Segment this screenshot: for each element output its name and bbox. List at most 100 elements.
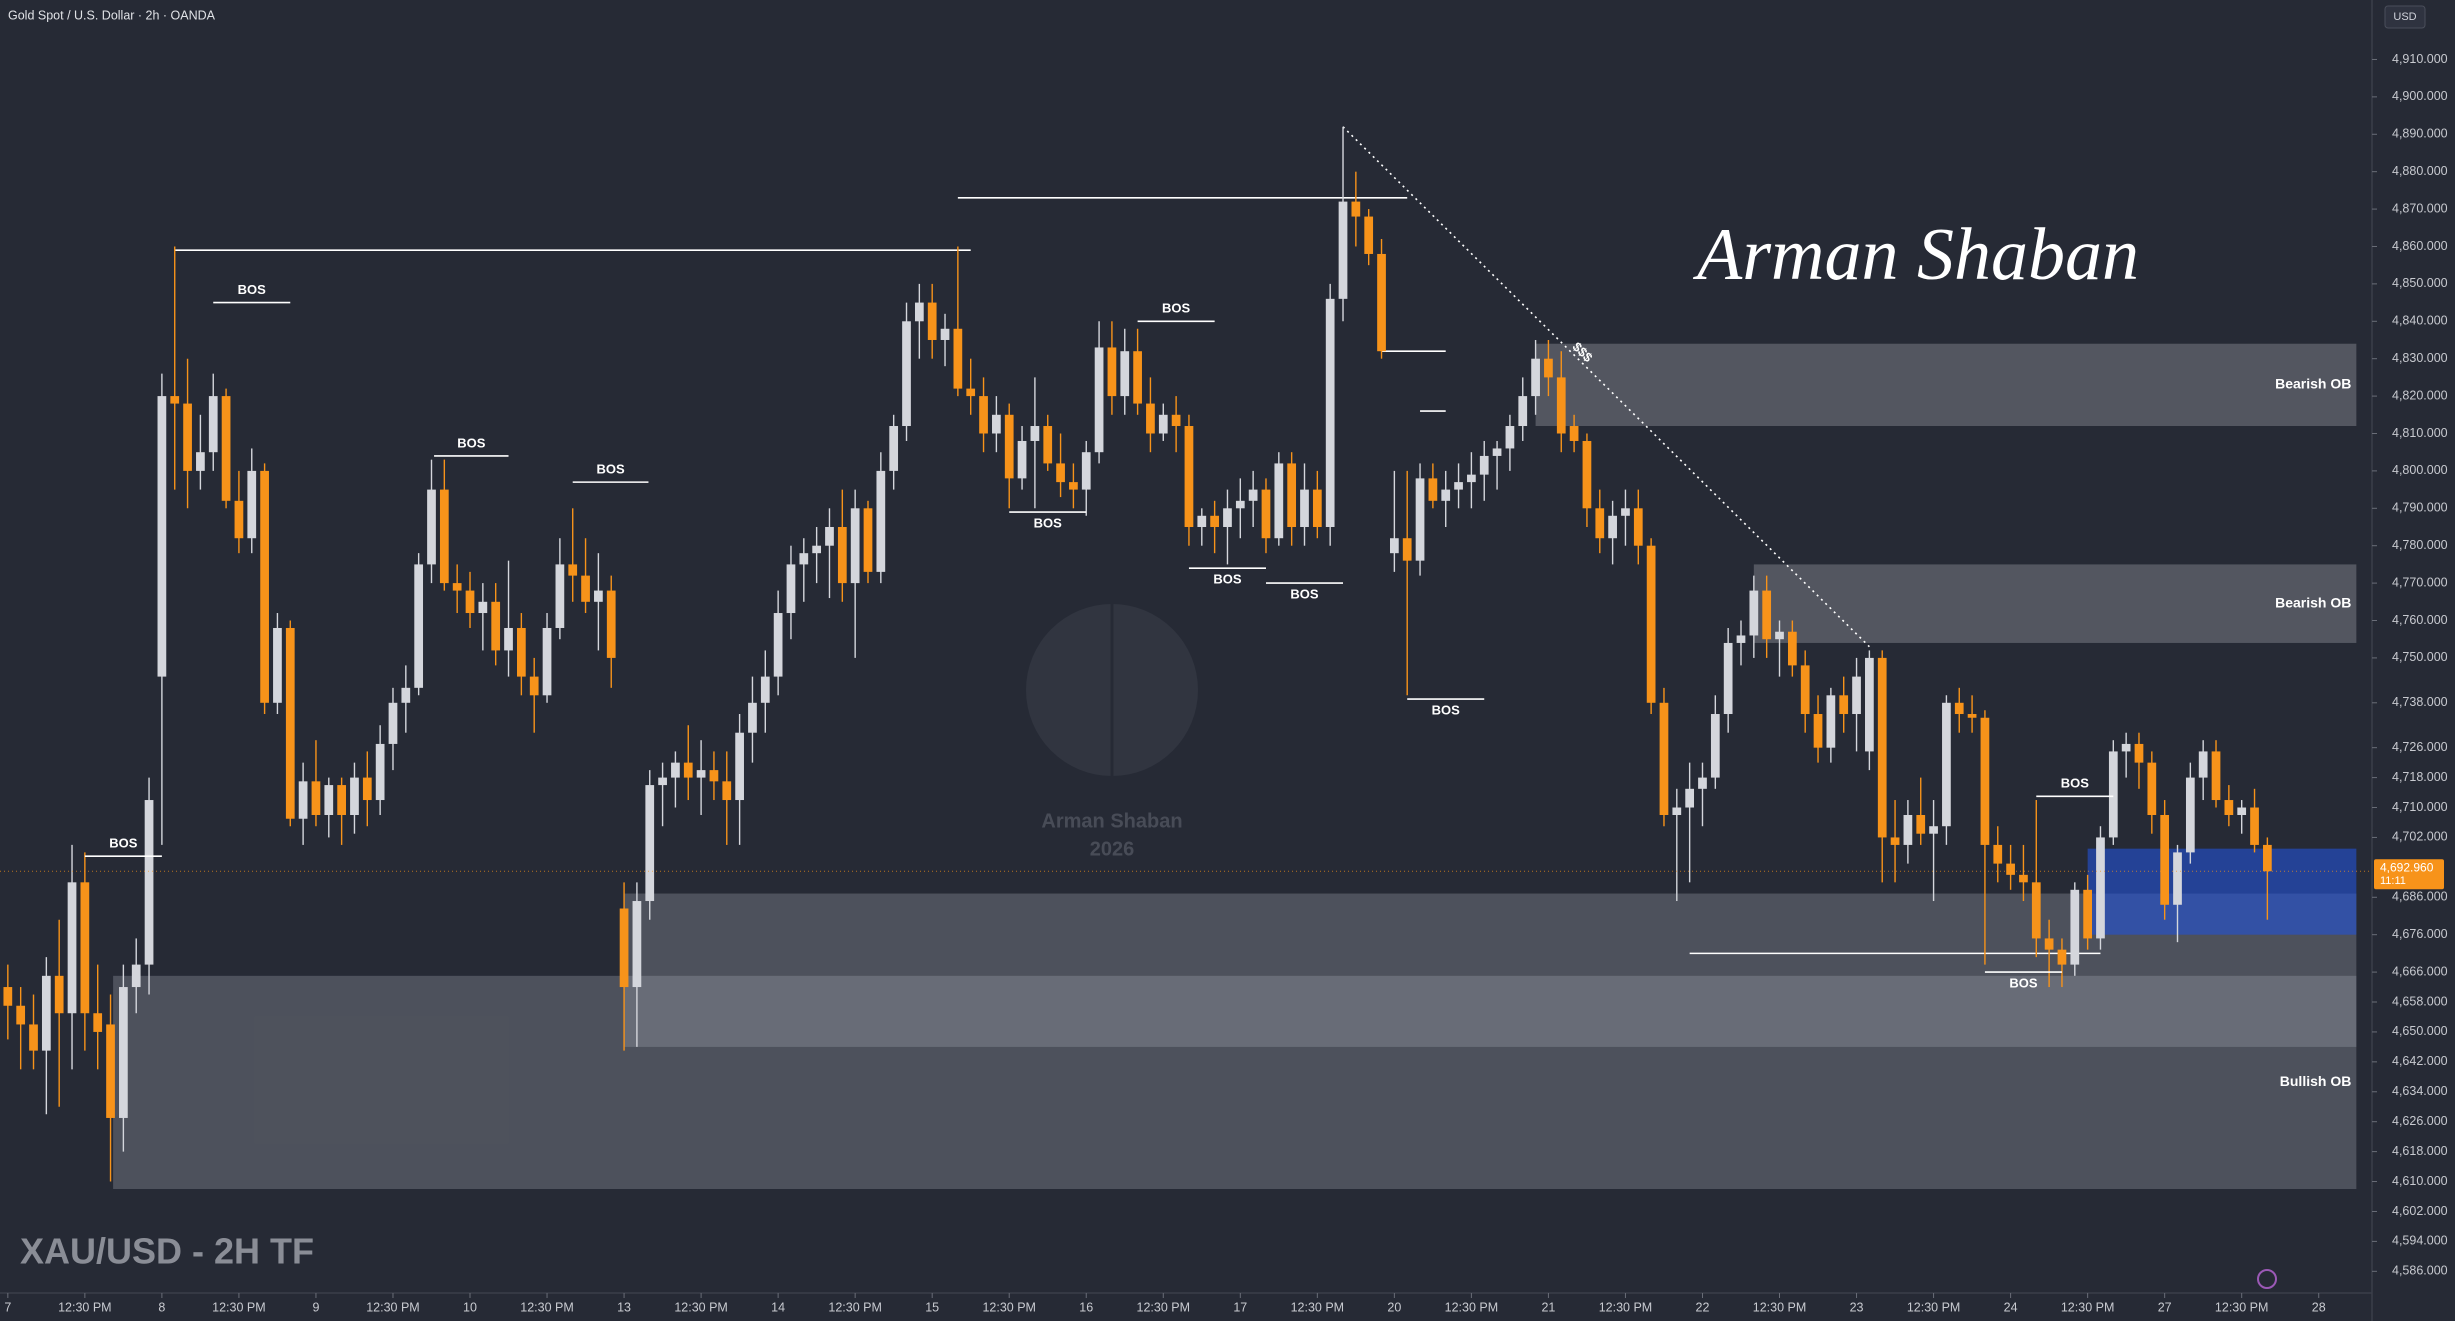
candle-body <box>555 564 565 628</box>
candle-body <box>645 785 655 902</box>
candle-body <box>196 452 205 471</box>
candle-body <box>298 781 308 819</box>
candle-body <box>2031 882 2041 939</box>
candle-body <box>1210 515 1219 527</box>
x-tick-label: 12:30 PM <box>982 1300 1036 1314</box>
currency: USD <box>2393 11 2416 23</box>
candle-body <box>735 732 744 801</box>
candle-body <box>375 743 385 801</box>
candle-body <box>1479 455 1489 475</box>
candle-body <box>1813 714 1823 748</box>
y-tick-label: 4,594.000 <box>2392 1234 2448 1248</box>
candle-body <box>722 781 732 801</box>
x-tick-label: 12:30 PM <box>1907 1300 1961 1314</box>
candle-body <box>2070 889 2080 965</box>
candle-body <box>1967 714 1977 718</box>
candle-body <box>2057 949 2067 965</box>
candle-body <box>1081 452 1091 490</box>
candle-body <box>1685 788 1695 808</box>
candle-body <box>119 987 128 1118</box>
x-tick-label: 12:30 PM <box>520 1300 574 1314</box>
candle-body <box>1544 358 1553 378</box>
candle-body <box>876 470 886 572</box>
x-tick-label: 12:30 PM <box>212 1300 266 1314</box>
currency-badge[interactable] <box>2384 5 2426 29</box>
candle-body <box>1916 814 1926 834</box>
y-tick-label: 4,738.000 <box>2392 695 2448 709</box>
candle-body <box>285 627 295 819</box>
candle-body <box>516 627 526 677</box>
candle-body <box>683 762 693 778</box>
x-tick-label: 12:30 PM <box>1599 1300 1653 1314</box>
candle-body <box>529 676 539 696</box>
y-tick-label: 4,880.000 <box>2392 164 2448 178</box>
alert-icon[interactable] <box>2257 1269 2277 1289</box>
candle-body <box>837 526 847 584</box>
y-tick-label: 4,726.000 <box>2392 740 2448 754</box>
candle-body <box>2096 837 2105 939</box>
candle-body <box>2198 751 2208 778</box>
chart-subtitle: XAU/USD - 2H TF <box>20 1231 314 1272</box>
y-tick-label: 4,718.000 <box>2392 770 2448 784</box>
x-tick-label: 27 <box>2158 1300 2172 1314</box>
candle-body <box>1775 631 1784 640</box>
candle-body <box>696 770 706 778</box>
y-tick-label: 4,790.000 <box>2392 501 2448 515</box>
candle-body <box>966 388 976 397</box>
bos-label: BOS <box>238 282 267 297</box>
y-tick-label: 4,770.000 <box>2392 575 2448 589</box>
candle-body <box>324 785 334 815</box>
candle-body <box>1518 396 1528 427</box>
watermark: Arman Shaban 2026 <box>1026 604 1198 860</box>
candle-body <box>825 526 834 546</box>
candle-body <box>1312 489 1322 527</box>
price-label: 4,692.960 <box>2380 860 2434 874</box>
candle-body <box>144 800 154 965</box>
chart-title: Gold Spot / U.S. Dollar · 2h · OANDA <box>8 8 216 22</box>
x-tick-label: 12:30 PM <box>2215 1300 2269 1314</box>
order-block <box>2087 848 2357 935</box>
order-block <box>624 893 2357 1047</box>
candle-body <box>940 328 950 340</box>
candle-body <box>1569 426 1579 441</box>
candle-body <box>671 762 680 778</box>
x-tick-label: 12:30 PM <box>674 1300 728 1314</box>
candle-body <box>1274 463 1284 539</box>
candle-body <box>1993 844 2003 864</box>
bos-label: BOS <box>1213 572 1242 587</box>
zone-label: Bearish OB <box>2275 376 2351 392</box>
candle-body <box>1056 463 1065 483</box>
candle-body <box>1094 347 1104 453</box>
candle-body <box>606 590 616 658</box>
candle-body <box>2044 938 2054 950</box>
candle-body <box>1441 489 1451 501</box>
candle-body <box>850 508 860 584</box>
candle-body <box>1505 426 1515 449</box>
order-block <box>1535 343 2357 427</box>
candle-body <box>1890 837 1900 845</box>
candle-body <box>1582 440 1592 509</box>
candle-body <box>1954 702 1964 715</box>
y-tick-label: 4,710.000 <box>2392 800 2448 814</box>
candle-body <box>2160 814 2170 905</box>
candle-body <box>1261 489 1271 539</box>
candle-body <box>1531 358 1540 397</box>
candle-body <box>93 1013 103 1032</box>
candle-body <box>992 414 1001 434</box>
candle-body <box>658 777 667 786</box>
bos-label: BOS <box>1162 301 1191 316</box>
y-tick-label: 4,650.000 <box>2392 1024 2448 1038</box>
zone-label: Bullish OB <box>2280 1073 2352 1089</box>
y-tick-label: 4,780.000 <box>2392 538 2448 552</box>
candle-body <box>1223 508 1232 527</box>
candle-body <box>208 396 218 453</box>
candle-body <box>29 1024 38 1051</box>
x-tick-label: 12:30 PM <box>1291 1300 1345 1314</box>
candle-body <box>2224 800 2234 815</box>
candle-body <box>1390 538 1399 554</box>
y-tick-label: 4,760.000 <box>2392 613 2448 627</box>
candle-body <box>2173 852 2182 905</box>
candle-body <box>1980 717 1990 845</box>
x-tick-label: 23 <box>1850 1300 1864 1314</box>
candle-body <box>260 470 269 703</box>
